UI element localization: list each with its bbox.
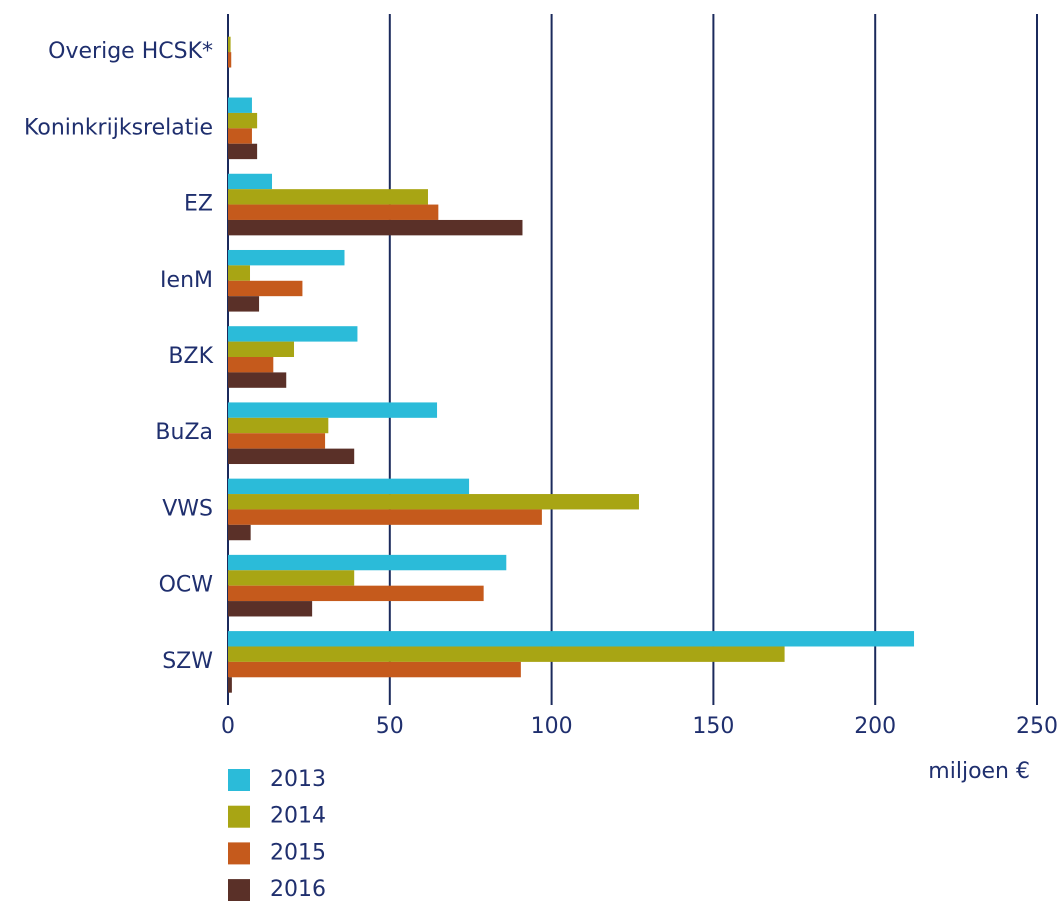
bar — [228, 372, 287, 388]
bar — [228, 52, 232, 68]
x-tick-label: 150 — [692, 714, 734, 739]
bar — [228, 524, 251, 541]
bar — [228, 448, 355, 465]
y-tick-label: OCW — [159, 573, 214, 598]
bar — [228, 219, 523, 236]
bar — [228, 326, 358, 342]
bar — [228, 585, 484, 602]
legend-swatch — [228, 842, 250, 865]
bar — [228, 631, 915, 647]
bar — [228, 661, 521, 678]
y-tick-label: BuZa — [155, 420, 213, 445]
y-tick-label: Overige HCSK* — [48, 39, 213, 64]
bar — [228, 646, 785, 662]
x-tick-label: 100 — [531, 714, 573, 739]
bar — [228, 677, 232, 693]
bar — [228, 357, 274, 373]
legend-swatch — [228, 879, 250, 901]
x-tick-label: 250 — [1016, 714, 1058, 739]
bar — [228, 189, 428, 205]
bar — [228, 601, 313, 617]
y-tick-label: BZK — [168, 344, 213, 369]
bar — [228, 128, 252, 144]
bar — [228, 554, 507, 571]
legend-label: 2014 — [270, 804, 326, 829]
bar — [228, 509, 542, 525]
x-axis-label: miljoen € — [928, 759, 1030, 784]
bar — [228, 173, 273, 190]
bar — [228, 143, 258, 160]
bar — [228, 36, 231, 53]
x-tick-label: 0 — [221, 714, 235, 739]
bar — [228, 402, 438, 418]
bar — [228, 433, 326, 449]
bar — [228, 249, 345, 266]
bar — [228, 417, 329, 434]
legend-label: 2015 — [270, 840, 326, 865]
x-tick-label: 200 — [854, 714, 896, 739]
bar — [228, 478, 470, 495]
bar — [228, 112, 258, 129]
bar — [228, 97, 252, 113]
y-tick-label: SZW — [162, 649, 213, 674]
bar — [228, 204, 439, 220]
bar — [228, 280, 303, 297]
bar — [228, 265, 251, 281]
x-tick-label: 50 — [376, 714, 404, 739]
bar — [228, 296, 260, 312]
bar — [228, 341, 295, 357]
y-tick-label: IenM — [160, 268, 213, 293]
y-tick-label: EZ — [184, 192, 213, 217]
legend-swatch — [228, 805, 250, 828]
bar — [228, 494, 639, 510]
y-tick-label: VWS — [162, 496, 213, 521]
y-tick-label: Koninkrijksrelatie — [24, 115, 213, 140]
legend-label: 2016 — [270, 877, 326, 901]
legend-swatch — [228, 769, 250, 791]
bar — [228, 570, 355, 586]
legend-label: 2013 — [270, 767, 326, 792]
